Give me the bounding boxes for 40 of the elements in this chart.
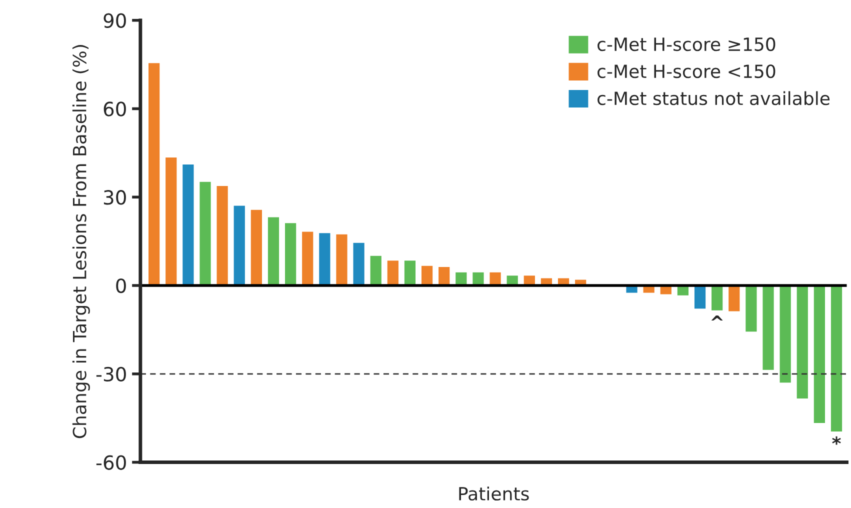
data-label: ^: [711, 316, 723, 320]
bar: [813, 285, 826, 424]
y-tick-label: -60: [96, 455, 126, 470]
y-axis-title: Change in Target Lesions From Baseline (%): [72, 45, 90, 438]
bar: [232, 204, 246, 286]
y-tick-label: 60: [104, 102, 126, 116]
bar: [762, 285, 775, 371]
bar: [284, 222, 297, 286]
y-tick-label: 30: [104, 190, 126, 205]
bar: [352, 242, 366, 286]
data-label: *: [832, 436, 841, 445]
bar: [420, 265, 434, 286]
bar: [728, 285, 741, 312]
bar: [318, 232, 332, 286]
bar: [830, 285, 843, 432]
bar: [198, 181, 212, 286]
bar: [710, 285, 724, 312]
legend-label: c-Met status not available: [598, 91, 830, 106]
bar: [778, 285, 792, 384]
bar: [301, 230, 314, 286]
legend-label: c-Met H-score ≥150: [598, 37, 776, 52]
legend-label: c-Met H-score <150: [598, 64, 776, 78]
bar: [250, 209, 263, 286]
y-tick-label: 0: [116, 278, 126, 294]
bar: [694, 285, 706, 310]
bar: [182, 164, 195, 286]
bar: [438, 266, 450, 286]
bar: [386, 260, 400, 286]
bar: [335, 234, 348, 286]
bar: [796, 285, 809, 400]
bar: [267, 216, 280, 286]
x-axis-title: Patients: [459, 486, 529, 501]
bar: [404, 260, 416, 286]
y-tick-label: 90: [104, 13, 126, 28]
bar: [148, 62, 160, 286]
bar: [744, 285, 758, 332]
bar: [164, 156, 178, 286]
bar: [216, 185, 229, 286]
y-tick-label: -30: [96, 366, 126, 382]
bar: [369, 255, 382, 286]
